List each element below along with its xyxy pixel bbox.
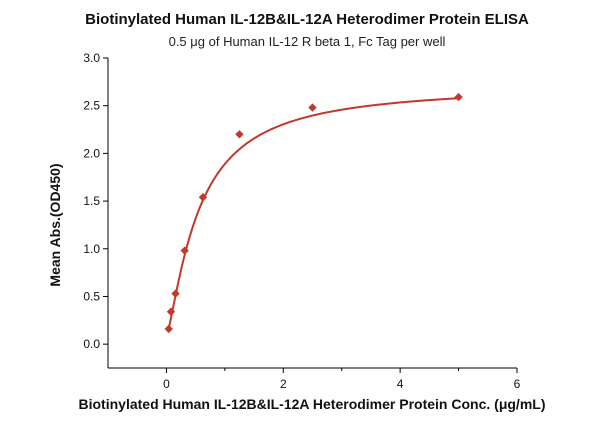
y-tick-label: 2.0 (83, 146, 100, 160)
y-tick-label: 0.5 (83, 289, 100, 303)
y-axis-ticks: 0.0 0.5 1.0 1.5 2.0 2.5 3.0 (83, 51, 108, 351)
data-point (171, 289, 180, 298)
x-tick-label: 6 (514, 377, 521, 391)
chart-subtitle: 0.5 μg of Human IL-12 R beta 1, Fc Tag p… (169, 34, 446, 49)
x-axis-label: Biotinylated Human IL-12B&IL-12A Heterod… (79, 396, 546, 412)
y-tick-label: 3.0 (83, 51, 100, 65)
y-tick-label: 1.0 (83, 242, 100, 256)
y-tick-label: 1.5 (83, 194, 100, 208)
plot-area: 0.0 0.5 1.0 1.5 2.0 2.5 3.0 0 2 4 6 (83, 51, 520, 391)
data-points (164, 92, 463, 334)
x-tick-label: 4 (397, 377, 404, 391)
y-tick-label: 0.0 (83, 337, 100, 351)
data-point (308, 103, 317, 112)
data-point (235, 130, 244, 139)
x-tick-label: 2 (280, 377, 287, 391)
y-tick-label: 2.5 (83, 99, 100, 113)
chart-title: Biotinylated Human IL-12B&IL-12A Heterod… (85, 11, 529, 28)
data-point (180, 246, 189, 255)
fit-curve (167, 97, 459, 329)
data-point (166, 307, 176, 316)
x-tick-label: 0 (163, 377, 170, 391)
data-point (454, 92, 463, 102)
data-point (198, 193, 208, 202)
y-axis-label: Mean Abs.(OD450) (47, 163, 63, 286)
data-point (164, 324, 173, 334)
x-axis-ticks: 0 2 4 6 (163, 368, 521, 391)
